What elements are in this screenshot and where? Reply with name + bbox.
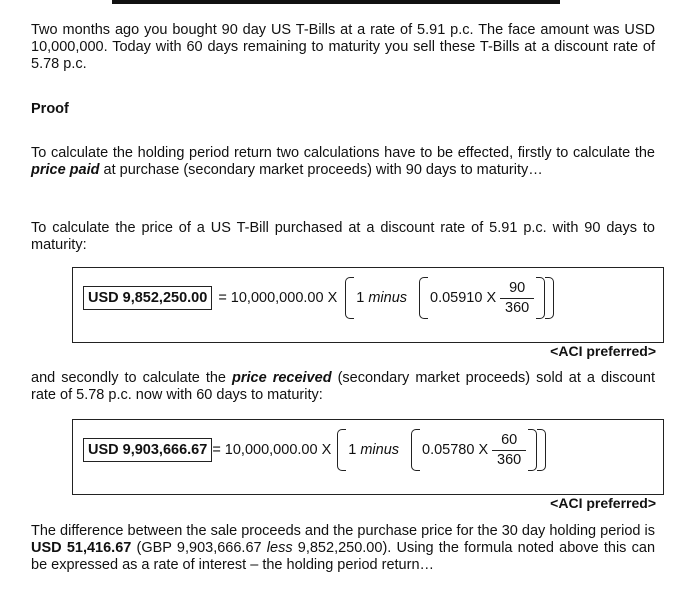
formula-result: USD 9,903,666.67 [83,438,213,462]
inner-bracket: 0.05910 X 90 360 [419,277,546,319]
formula-box-purchase: USD 9,852,250.00 = 10,000,000.00 X 1 min… [72,267,664,343]
fraction: 90 360 [500,280,535,316]
outer-bracket: 1 minus 0.05910 X 90 360 [345,277,555,319]
aci-preferred-label: <ACI preferred> [550,495,656,511]
proof-heading: Proof [31,101,69,117]
intro-paragraph: Two months ago you bought 90 day US T-Bi… [31,22,655,72]
formula-box-sale: USD 9,903,666.67 = 10,000,000.00 X 1 min… [72,419,664,495]
formula-equals: = 10,000,000.00 X [212,442,332,458]
paragraph-price-received: and secondly to calculate the price rece… [31,370,655,403]
paragraph-purchase-calc: To calculate the price of a US T-Bill pu… [31,220,655,253]
outer-bracket: 1 minus 0.05780 X 60 360 [337,429,547,471]
formula-equals: = 10,000,000.00 X [218,290,338,306]
top-rule [112,0,560,4]
inner-bracket: 0.05780 X 60 360 [411,429,538,471]
fraction: 60 360 [492,432,527,468]
formula-sale: USD 9,903,666.67 = 10,000,000.00 X 1 min… [83,429,547,471]
formula-result: USD 9,852,250.00 [83,286,213,310]
formula-purchase: USD 9,852,250.00 = 10,000,000.00 X 1 min… [83,277,555,319]
paragraph-difference: The difference between the sale proceeds… [31,523,656,573]
aci-preferred-label: <ACI preferred> [550,343,656,359]
paragraph-price-paid: To calculate the holding period return t… [31,145,655,178]
